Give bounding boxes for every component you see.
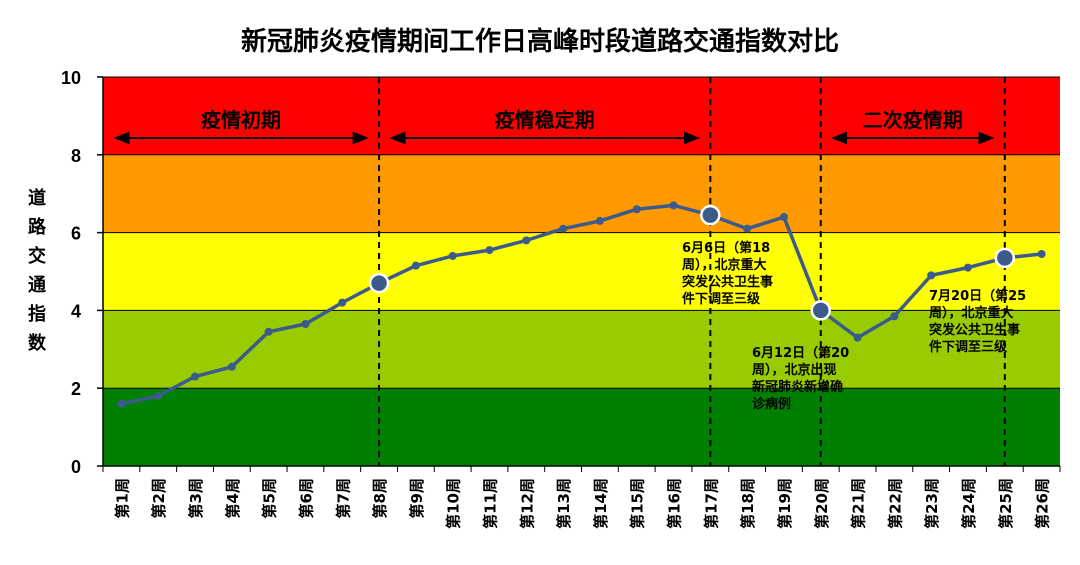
x-tick-label-第1周: 第1周 — [113, 478, 131, 518]
point-第1周 — [117, 399, 126, 408]
point-第26周 — [1037, 249, 1046, 258]
series-line — [121, 203, 1042, 406]
annotation-week-25-line-1: 周），北京重大 — [929, 305, 1014, 321]
x-tick-label-第23周: 第23周 — [923, 478, 941, 529]
point-第2周 — [154, 391, 163, 400]
x-tick-label-第7周: 第7周 — [334, 478, 352, 518]
point-第16周 — [669, 201, 678, 210]
annotation-week-25-line-0: 7月20日（第25 — [929, 288, 1026, 304]
x-tick-label-第18周: 第18周 — [739, 478, 757, 529]
y-tick-label-10: 10 — [61, 68, 81, 88]
point-第10周 — [448, 251, 457, 260]
x-tick-label-第9周: 第9周 — [408, 478, 426, 518]
annotation-week-17-line-3: 件下调至三级 — [682, 291, 761, 307]
band-1 — [103, 310, 1060, 389]
band-2 — [103, 232, 1060, 311]
point-第4周 — [227, 362, 236, 371]
x-tick-label-第19周: 第19周 — [776, 478, 794, 529]
x-tick-label-第15周: 第15周 — [629, 478, 647, 529]
series-points — [117, 201, 1046, 408]
phase-arrows: 疫情初期 疫情稳定期 二次疫情期 — [113, 108, 995, 145]
band-3 — [103, 154, 1060, 233]
point-第19周 — [779, 213, 788, 222]
x-tick-label-第10周: 第10周 — [445, 478, 463, 529]
annotation-week-20-line-1: 周），北京出现 — [752, 362, 837, 378]
x-tick-label-第22周: 第22周 — [886, 478, 904, 529]
point-第25周 — [994, 247, 1016, 269]
point-第15周 — [632, 205, 641, 214]
x-tick-label-第20周: 第20周 — [813, 478, 831, 529]
annotation-week-17-line-1: 周），北京重大 — [682, 257, 767, 273]
phase-dividers — [378, 77, 1006, 466]
x-tick-label-第2周: 第2周 — [150, 478, 168, 518]
x-tick-label-第24周: 第24周 — [960, 478, 978, 529]
point-第18周 — [743, 224, 752, 233]
chart-title: 新冠肺炎疫情期间工作日高峰时段道路交通指数对比 — [241, 26, 839, 57]
x-tick-label-第11周: 第11周 — [481, 478, 499, 529]
annotation-week-17-line-2: 突发公共卫生事 — [682, 274, 773, 290]
annotation-week-25-line-3: 件下调至三级 — [929, 339, 1008, 355]
y-axis-label-char-4: 指 — [28, 303, 46, 325]
point-第22周 — [890, 312, 899, 321]
y-axis-label-char-0: 道 — [28, 187, 46, 209]
x-tick-label-第13周: 第13周 — [555, 478, 573, 529]
point-第23周 — [927, 271, 936, 280]
point-第5周 — [264, 327, 273, 336]
y-tick-label-2: 2 — [71, 379, 81, 399]
series-polyline — [121, 203, 1042, 406]
y-tick-label-8: 8 — [71, 146, 81, 166]
annotation-week-20-line-0: 6月12日（第20 — [752, 345, 849, 361]
point-第21周 — [853, 333, 862, 342]
point-第11周 — [485, 246, 494, 255]
point-第13周 — [559, 224, 568, 233]
point-第24周 — [963, 263, 972, 272]
annotation-week-25-line-2: 突发公共卫生事 — [929, 322, 1020, 338]
phase-label-0: 疫情初期 — [201, 108, 281, 132]
x-tick-label-第14周: 第14周 — [592, 478, 610, 529]
annotation-week-20-line-3: 诊病例 — [752, 396, 791, 412]
phase-label-2: 二次疫情期 — [863, 108, 963, 132]
point-第14周 — [595, 216, 604, 225]
point-第6周 — [301, 320, 310, 329]
x-tick-label-第12周: 第12周 — [518, 478, 536, 529]
x-tick-label-第5周: 第5周 — [261, 478, 279, 518]
phase-label-1: 疫情稳定期 — [495, 108, 595, 132]
x-tick-label-第4周: 第4周 — [224, 478, 242, 518]
annotation-week-17-line-0: 6月6日（第18 — [682, 240, 770, 256]
annotation-week-20-line-2: 新冠肺炎新增确 — [752, 379, 843, 395]
point-第20周 — [810, 300, 831, 321]
y-tick-label-6: 6 — [71, 224, 81, 244]
x-tick-label-第25周: 第25周 — [997, 478, 1015, 529]
y-tick-label-4: 4 — [71, 301, 81, 321]
y-tick-label-0: 0 — [71, 457, 81, 477]
x-tick-label-第8周: 第8周 — [371, 478, 389, 518]
y-axis-label-char-3: 通 — [28, 275, 46, 296]
x-tick-label-第3周: 第3周 — [187, 478, 205, 518]
point-第17周 — [700, 204, 721, 226]
y-axis-label-char-5: 数 — [28, 332, 47, 354]
x-tick-label-第6周: 第6周 — [297, 478, 315, 518]
x-tick-label-第17周: 第17周 — [702, 478, 720, 529]
band-0 — [103, 388, 1060, 466]
x-tick-label-第21周: 第21周 — [850, 478, 868, 529]
point-第8周 — [368, 272, 390, 294]
index-bands — [103, 76, 1060, 467]
point-第7周 — [338, 298, 347, 307]
x-tick-label-第26周: 第26周 — [1034, 478, 1052, 529]
x-tick-label-第16周: 第16周 — [666, 478, 684, 529]
y-axis-label-char-2: 交 — [28, 245, 46, 267]
labels: 道路交通指数6月6日（第18周），北京重大突发公共卫生事件下调至三级6月12日（… — [28, 187, 1026, 412]
point-第12周 — [522, 236, 531, 245]
point-第3周 — [191, 372, 200, 381]
y-axis-label-char-1: 路 — [28, 216, 47, 238]
point-第9周 — [411, 261, 420, 270]
